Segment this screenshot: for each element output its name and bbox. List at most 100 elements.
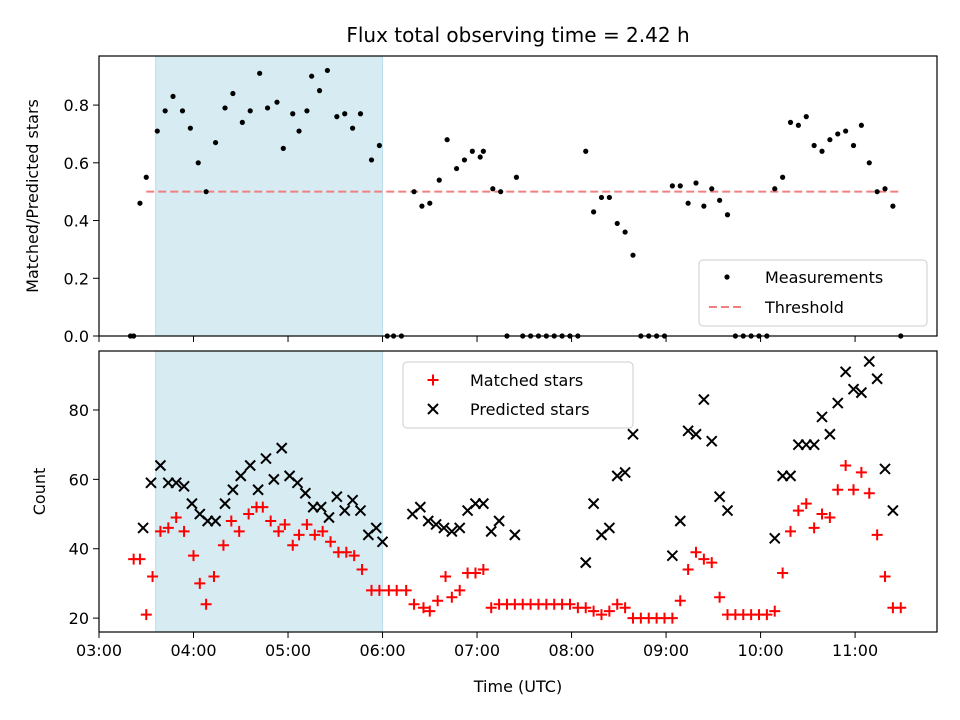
matched-stars-point xyxy=(273,525,285,537)
predicted-stars-point xyxy=(871,373,883,385)
matched-stars-point xyxy=(317,525,329,537)
predicted-stars-point xyxy=(252,484,264,496)
predicted-stars-point xyxy=(339,504,351,517)
measurement-point xyxy=(858,122,864,128)
matched-stars-point xyxy=(134,553,146,565)
measurement-point xyxy=(222,105,228,111)
matched-stars-point xyxy=(895,602,907,614)
measurement-point xyxy=(819,148,825,154)
measurement-point xyxy=(143,174,149,180)
measurement-point xyxy=(376,142,382,149)
measurement-point xyxy=(154,128,160,134)
measurement-point xyxy=(290,111,296,117)
y-tick-label: 0.4 xyxy=(64,212,89,231)
measurement-point xyxy=(622,229,628,235)
predicted-stars-point xyxy=(627,428,639,440)
predicted-stars-point xyxy=(713,490,726,503)
measurement-point xyxy=(469,148,475,154)
matched-stars-point xyxy=(301,518,313,530)
predicted-stars-point xyxy=(682,425,694,437)
y-tick-label: 20 xyxy=(69,609,89,628)
measurement-point xyxy=(685,200,691,206)
matched-stars-point xyxy=(792,505,804,517)
matched-stars-point xyxy=(391,584,403,596)
matched-stars-point xyxy=(714,591,726,603)
measurement-point xyxy=(179,108,186,114)
predicted-stars-point xyxy=(422,515,434,527)
matched-stars-point xyxy=(208,570,220,582)
y-axis-label: Matched/Predicted stars xyxy=(23,99,42,293)
legend-marker-matched xyxy=(427,374,439,386)
legend-top: Measurements Threshold xyxy=(698,259,928,327)
measurement-point xyxy=(264,105,271,111)
predicted-stars-point xyxy=(721,504,734,517)
legend-box xyxy=(402,361,634,429)
measurement-point xyxy=(669,183,675,189)
measurement-point xyxy=(717,197,723,203)
measurement-point xyxy=(419,203,425,209)
matched-stars-point xyxy=(761,609,773,621)
predicted-stars-point xyxy=(354,504,367,517)
legend-box xyxy=(698,259,928,327)
matched-stars-point xyxy=(147,570,159,582)
x-axis-label: Time (UTC) xyxy=(473,677,562,696)
measurement-point xyxy=(480,148,486,154)
matched-stars-point xyxy=(588,605,600,617)
predicted-stars-point xyxy=(291,477,304,489)
measurement-point xyxy=(882,186,888,192)
matched-stars-point xyxy=(706,557,718,569)
measurement-point xyxy=(803,114,809,120)
matched-stars-point xyxy=(340,546,352,558)
top-panel-ratio: 0.0 0.2 0.4 0.6 0.8 Matched/Predicted stars Me… xyxy=(23,55,938,346)
measurement-point xyxy=(498,189,504,195)
predicted-stars-point xyxy=(446,525,458,538)
measurement-point xyxy=(350,125,356,131)
shaded-region xyxy=(155,55,384,337)
predicted-stars-point xyxy=(509,529,521,541)
measurement-point xyxy=(436,177,442,183)
matched-stars-point xyxy=(469,567,481,579)
predicted-stars-point xyxy=(178,480,190,493)
measurement-point xyxy=(137,200,143,206)
measurement-point xyxy=(316,88,323,94)
measurement-point xyxy=(709,186,715,192)
predicted-stars-point xyxy=(493,515,505,527)
measurement-point xyxy=(304,108,310,114)
matched-stars-point xyxy=(188,550,200,562)
predicted-stars-point xyxy=(485,525,497,538)
matched-stars-point xyxy=(400,584,412,596)
predicted-stars-point xyxy=(260,452,272,465)
predicted-stars-point xyxy=(863,355,875,368)
predicted-stars-point xyxy=(611,470,623,482)
x-tick-label: 03:00 xyxy=(76,641,122,660)
measurement-point xyxy=(357,111,364,117)
measurement-point xyxy=(309,73,315,79)
measurement-point xyxy=(850,142,857,149)
matched-stars-point xyxy=(879,570,891,582)
measurement-point xyxy=(677,183,683,189)
matched-stars-point xyxy=(408,598,420,610)
y-tick-label: 0.6 xyxy=(64,154,89,173)
predicted-stars-point xyxy=(370,522,382,534)
matched-stars-point xyxy=(170,512,182,524)
measurement-point xyxy=(874,189,880,195)
measurement-point xyxy=(368,157,375,163)
measurement-point xyxy=(212,139,219,146)
y-axis-label: Count xyxy=(30,468,49,516)
matched-stars-point xyxy=(440,570,452,582)
measurement-point xyxy=(170,93,176,100)
predicted-stars-point xyxy=(855,386,868,399)
matched-stars-point xyxy=(863,487,875,499)
matched-stars-point xyxy=(417,602,429,614)
predicted-stars-point xyxy=(186,497,198,510)
predicted-stars-point xyxy=(477,497,490,510)
x-tick-label: 11:00 xyxy=(832,641,878,660)
matched-stars-point xyxy=(800,498,812,510)
measurement-point xyxy=(614,220,620,227)
matched-stars-point xyxy=(217,539,229,551)
matched-stars-point xyxy=(777,567,789,579)
predicted-stars-point xyxy=(839,366,852,378)
matched-stars-point xyxy=(279,518,291,530)
measurement-point xyxy=(239,119,245,125)
predicted-stars-point xyxy=(808,438,820,451)
